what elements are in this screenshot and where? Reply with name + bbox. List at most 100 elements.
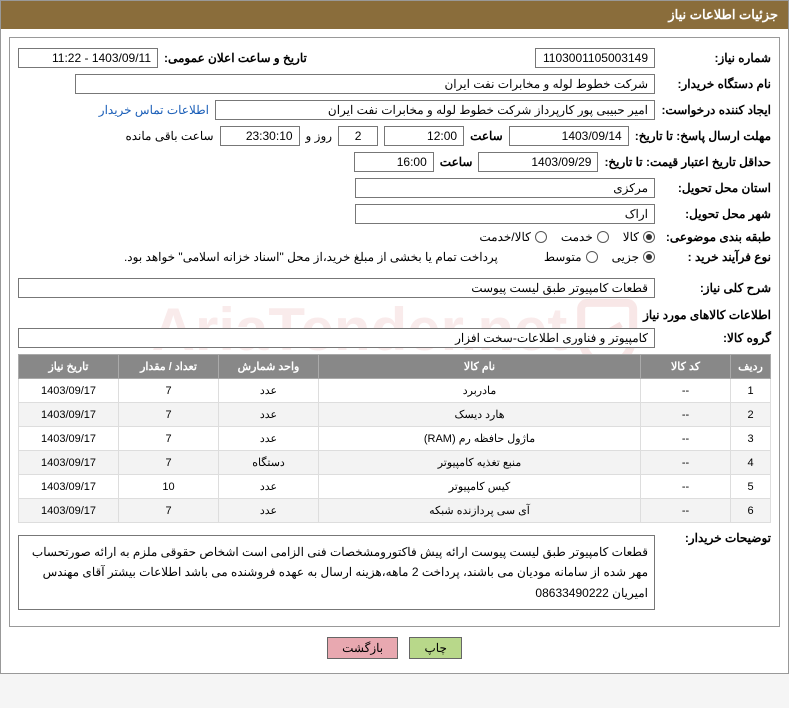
radio-goods-label: کالا bbox=[623, 230, 639, 244]
print-button[interactable]: چاپ bbox=[409, 637, 461, 659]
radio-icon bbox=[643, 251, 655, 263]
row-goods-group: گروه کالا: کامپیوتر و فناوری اطلاعات-سخت… bbox=[18, 328, 771, 348]
radio-medium-label: متوسط bbox=[544, 250, 582, 264]
radio-service-label: خدمت bbox=[561, 230, 593, 244]
radio-both[interactable]: کالا/خدمت bbox=[479, 230, 546, 244]
th-name: نام کالا bbox=[319, 355, 641, 379]
content: AriaTender.net شماره نیاز: 1103001105003… bbox=[1, 29, 788, 673]
cell-qty: 7 bbox=[119, 403, 219, 427]
cell-name: منبع تغذیه کامپیوتر bbox=[319, 451, 641, 475]
cell-qty: 10 bbox=[119, 475, 219, 499]
city-label: شهر محل تحویل: bbox=[661, 207, 771, 221]
radio-goods[interactable]: کالا bbox=[623, 230, 655, 244]
th-date: تاریخ نیاز bbox=[19, 355, 119, 379]
cell-name: کیس کامپیوتر bbox=[319, 475, 641, 499]
category-radio-group: کالا خدمت کالا/خدمت bbox=[479, 230, 655, 244]
cell-idx: 6 bbox=[731, 499, 771, 523]
cell-date: 1403/09/17 bbox=[19, 403, 119, 427]
table-row: 4--منبع تغذیه کامپیوتردستگاه71403/09/17 bbox=[19, 451, 771, 475]
reply-deadline-label: مهلت ارسال پاسخ: تا تاریخ: bbox=[635, 129, 771, 143]
radio-icon bbox=[643, 231, 655, 243]
row-buyer-notes: توضیحات خریدار: قطعات کامپیوتر طبق لیست … bbox=[18, 531, 771, 610]
back-button[interactable]: بازگشت bbox=[327, 637, 398, 659]
hour-label-1: ساعت bbox=[470, 129, 503, 143]
category-label: طبقه بندی موضوعی: bbox=[661, 230, 771, 244]
radio-service[interactable]: خدمت bbox=[561, 230, 609, 244]
buyer-org-value: شرکت خطوط لوله و مخابرات نفت ایران bbox=[75, 74, 655, 94]
window: جزئیات اطلاعات نیاز AriaTender.net شماره… bbox=[0, 0, 789, 674]
table-body: 1--مادربردعدد71403/09/172--هارد دیسکعدد7… bbox=[19, 379, 771, 523]
radio-icon bbox=[535, 231, 547, 243]
announce-label: تاریخ و ساعت اعلان عمومی: bbox=[164, 51, 307, 65]
price-valid-label: حداقل تاریخ اعتبار قیمت: تا تاریخ: bbox=[604, 155, 771, 169]
cell-date: 1403/09/17 bbox=[19, 475, 119, 499]
cell-idx: 4 bbox=[731, 451, 771, 475]
remaining-text: ساعت باقی مانده bbox=[125, 129, 213, 143]
th-idx: ردیف bbox=[731, 355, 771, 379]
button-bar: چاپ بازگشت bbox=[9, 627, 780, 665]
reply-hour-value: 12:00 bbox=[384, 126, 464, 146]
buyer-contact-link[interactable]: اطلاعات تماس خریدار bbox=[99, 103, 209, 117]
table-row: 1--مادربردعدد71403/09/17 bbox=[19, 379, 771, 403]
buyer-org-label: نام دستگاه خریدار: bbox=[661, 77, 771, 91]
cell-unit: عدد bbox=[219, 427, 319, 451]
table-row: 2--هارد دیسکعدد71403/09/17 bbox=[19, 403, 771, 427]
cell-idx: 3 bbox=[731, 427, 771, 451]
announce-value: 1403/09/11 - 11:22 bbox=[18, 48, 158, 68]
buyer-notes-value: قطعات کامپیوتر طبق لیست پیوست ارائه پیش … bbox=[18, 535, 655, 610]
purchase-type-label: نوع فرآیند خرید : bbox=[661, 250, 771, 264]
goods-table: ردیف کد کالا نام کالا واحد شمارش تعداد /… bbox=[18, 354, 771, 523]
time-remaining-value: 23:30:10 bbox=[220, 126, 300, 146]
cell-date: 1403/09/17 bbox=[19, 427, 119, 451]
goods-group-label: گروه کالا: bbox=[661, 331, 771, 345]
row-purchase-type: نوع فرآیند خرید : جزیی متوسط پرداخت تمام… bbox=[18, 250, 771, 264]
cell-name: مادربرد bbox=[319, 379, 641, 403]
panel-title: جزئیات اطلاعات نیاز bbox=[1, 1, 788, 29]
row-need-no: شماره نیاز: 1103001105003149 تاریخ و ساع… bbox=[18, 48, 771, 68]
cell-name: هارد دیسک bbox=[319, 403, 641, 427]
radio-small[interactable]: جزیی bbox=[612, 250, 655, 264]
summary-label: شرح کلی نیاز: bbox=[661, 281, 771, 295]
row-province: استان محل تحویل: مرکزی bbox=[18, 178, 771, 198]
hour-label-2: ساعت bbox=[440, 155, 473, 169]
cell-name: آی سی پردازنده شبکه bbox=[319, 499, 641, 523]
radio-medium[interactable]: متوسط bbox=[544, 250, 598, 264]
cell-qty: 7 bbox=[119, 499, 219, 523]
cell-code: -- bbox=[641, 403, 731, 427]
cell-idx: 2 bbox=[731, 403, 771, 427]
buyer-notes-label: توضیحات خریدار: bbox=[661, 531, 771, 545]
cell-code: -- bbox=[641, 475, 731, 499]
th-qty: تعداد / مقدار bbox=[119, 355, 219, 379]
reply-date-value: 1403/09/14 bbox=[509, 126, 629, 146]
need-no-value: 1103001105003149 bbox=[535, 48, 655, 68]
row-city: شهر محل تحویل: اراک bbox=[18, 204, 771, 224]
price-date-value: 1403/09/29 bbox=[478, 152, 598, 172]
price-hour-value: 16:00 bbox=[354, 152, 434, 172]
goods-group-value: کامپیوتر و فناوری اطلاعات-سخت افزار bbox=[18, 328, 655, 348]
row-category: طبقه بندی موضوعی: کالا خدمت کالا/خدمت bbox=[18, 230, 771, 244]
cell-code: -- bbox=[641, 379, 731, 403]
cell-date: 1403/09/17 bbox=[19, 379, 119, 403]
radio-both-label: کالا/خدمت bbox=[479, 230, 530, 244]
row-summary: شرح کلی نیاز: قطعات کامپیوتر طبق لیست پی… bbox=[18, 278, 771, 298]
cell-code: -- bbox=[641, 451, 731, 475]
table-row: 5--کیس کامپیوترعدد101403/09/17 bbox=[19, 475, 771, 499]
table-row: 3--ماژول حافظه رم (RAM)عدد71403/09/17 bbox=[19, 427, 771, 451]
cell-idx: 1 bbox=[731, 379, 771, 403]
cell-date: 1403/09/17 bbox=[19, 499, 119, 523]
purchase-radio-group: جزیی متوسط bbox=[544, 250, 655, 264]
radio-icon bbox=[597, 231, 609, 243]
row-reply-deadline: مهلت ارسال پاسخ: تا تاریخ: 1403/09/14 سا… bbox=[18, 126, 771, 146]
cell-qty: 7 bbox=[119, 451, 219, 475]
th-unit: واحد شمارش bbox=[219, 355, 319, 379]
radio-icon bbox=[586, 251, 598, 263]
cell-unit: عدد bbox=[219, 475, 319, 499]
cell-unit: عدد bbox=[219, 499, 319, 523]
cell-qty: 7 bbox=[119, 379, 219, 403]
summary-value: قطعات کامپیوتر طبق لیست پیوست bbox=[18, 278, 655, 298]
province-label: استان محل تحویل: bbox=[661, 181, 771, 195]
form-panel: AriaTender.net شماره نیاز: 1103001105003… bbox=[9, 37, 780, 627]
cell-name: ماژول حافظه رم (RAM) bbox=[319, 427, 641, 451]
cell-unit: دستگاه bbox=[219, 451, 319, 475]
requester-value: امیر حبیبی پور کارپرداز شرکت خطوط لوله و… bbox=[215, 100, 655, 120]
